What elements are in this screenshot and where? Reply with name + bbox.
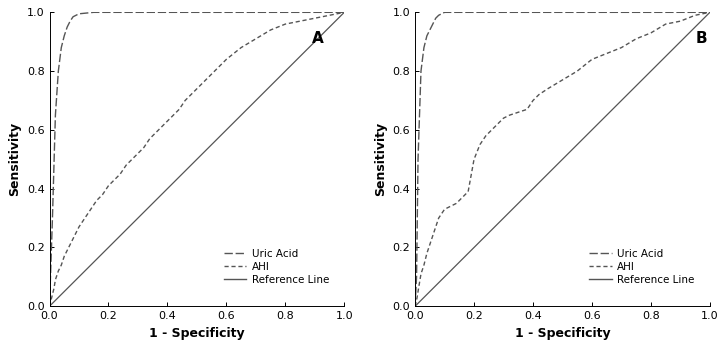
Y-axis label: Sensitivity: Sensitivity: [8, 122, 21, 196]
Y-axis label: Sensitivity: Sensitivity: [374, 122, 387, 196]
X-axis label: 1 - Specificity: 1 - Specificity: [515, 327, 610, 340]
Legend: Uric Acid, AHI, Reference Line: Uric Acid, AHI, Reference Line: [585, 245, 699, 289]
Text: B: B: [695, 31, 707, 46]
Legend: Uric Acid, AHI, Reference Line: Uric Acid, AHI, Reference Line: [220, 245, 333, 289]
Text: A: A: [312, 31, 324, 46]
X-axis label: 1 - Specificity: 1 - Specificity: [149, 327, 245, 340]
